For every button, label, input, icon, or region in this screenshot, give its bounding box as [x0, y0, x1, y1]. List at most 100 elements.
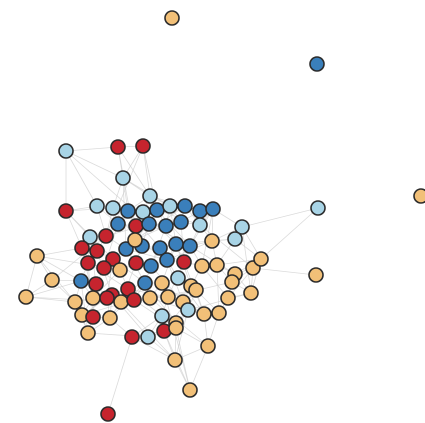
graph-node-orange [29, 248, 45, 264]
graph-node-red [124, 329, 140, 345]
graph-node-red [99, 290, 115, 306]
graph-node-lightblue [115, 170, 131, 186]
graph-node-orange [220, 290, 236, 306]
graph-node-blue [149, 202, 165, 218]
graph-node-lightblue [140, 329, 156, 345]
graph-node-orange [164, 10, 180, 26]
graph-node-lightblue [170, 270, 186, 286]
node-layer [18, 10, 425, 422]
graph-node-orange [211, 305, 227, 321]
graph-node-orange [196, 306, 212, 322]
graph-node-red [98, 228, 114, 244]
graph-node-red [74, 240, 90, 256]
graph-edge [187, 292, 252, 311]
graph-node-orange [154, 275, 170, 291]
graph-edge [87, 262, 129, 290]
graph-node-blue [177, 198, 193, 214]
graph-node-red [176, 254, 192, 270]
graph-node-orange [204, 233, 220, 249]
graph-node-blue [73, 273, 89, 289]
graph-edge [241, 207, 319, 228]
graph-node-orange [168, 320, 184, 336]
graph-node-orange [44, 272, 60, 288]
graph-edge [65, 150, 124, 179]
graph-node-blue [152, 240, 168, 256]
graph-node-red [126, 292, 142, 308]
graph-node-red [100, 406, 116, 422]
graph-node-lightblue [154, 308, 170, 324]
graph-node-red [96, 260, 112, 276]
graph-node-blue [143, 258, 159, 274]
graph-node-lightblue [82, 229, 98, 245]
graph-node-lightblue [162, 198, 178, 214]
graph-node-orange [182, 382, 198, 398]
graph-node-red [88, 276, 104, 292]
graph-node-orange [102, 310, 118, 326]
graph-edge [260, 207, 319, 260]
graph-node-orange [243, 285, 259, 301]
graph-edge [117, 146, 151, 197]
graph-node-blue [141, 216, 157, 232]
graph-node-orange [308, 267, 324, 283]
graph-edge [65, 146, 119, 152]
graph-node-blue [192, 203, 208, 219]
graph-edge [174, 309, 189, 361]
graph-node-blue [110, 216, 126, 232]
graph-edge [107, 336, 133, 415]
graph-node-blue [158, 218, 174, 234]
graph-node-orange [209, 257, 225, 273]
graph-node-lightblue [89, 198, 105, 214]
graph-node-orange [127, 232, 143, 248]
graph-node-blue [159, 252, 175, 268]
graph-node-red [110, 139, 126, 155]
graph-node-orange [253, 251, 269, 267]
graph-edge [199, 224, 254, 269]
graph-node-lightblue [310, 200, 326, 216]
graph-node-orange [200, 338, 216, 354]
graph-node-red [128, 218, 144, 234]
graph-node-lightblue [234, 219, 250, 235]
graph-node-orange [413, 188, 425, 204]
graph-node-blue [182, 238, 198, 254]
graph-node-blue [168, 236, 184, 252]
graph-edge [131, 336, 176, 361]
graph-node-orange [194, 258, 210, 274]
graph-node-blue [173, 214, 189, 230]
graph-node-orange [160, 289, 176, 305]
graph-node-orange [67, 294, 83, 310]
graph-edge [142, 145, 151, 197]
graph-node-lightblue [105, 200, 121, 216]
graph-node-red [128, 255, 144, 271]
graph-node-red [85, 309, 101, 325]
graph-node-orange [224, 274, 240, 290]
graph-node-orange [188, 282, 204, 298]
graph-edge [65, 150, 98, 207]
graph-edge [80, 280, 89, 334]
graph-edge [241, 226, 252, 294]
graph-node-red [135, 138, 151, 154]
graph-node-lightblue [58, 143, 74, 159]
graph-edge [36, 255, 82, 282]
graph-node-blue [137, 275, 153, 291]
graph-edge [25, 280, 82, 298]
graph-node-orange [142, 290, 158, 306]
graph-node-orange [18, 289, 34, 305]
graph-edge [189, 345, 209, 391]
graph-node-orange [167, 352, 183, 368]
graph-node-lightblue [227, 231, 243, 247]
graph-edge [252, 267, 317, 276]
graph-node-blue [120, 203, 136, 219]
graph-node-orange [85, 290, 101, 306]
graph-node-red [80, 255, 96, 271]
graph-node-lightblue [180, 302, 196, 318]
graph-node-red [58, 203, 74, 219]
graph-node-orange [113, 294, 129, 310]
graph-node-blue [309, 56, 325, 72]
graph-node-orange [80, 325, 96, 341]
graph-node-red [89, 243, 105, 259]
graph-node-lightblue [192, 217, 208, 233]
graph-edge [87, 262, 94, 318]
graph-node-orange [112, 262, 128, 278]
graph-node-blue [205, 201, 221, 217]
